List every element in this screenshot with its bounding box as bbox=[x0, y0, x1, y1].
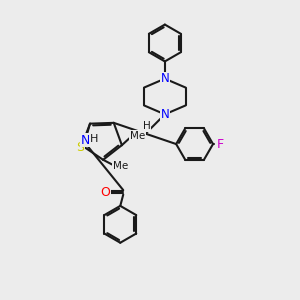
Text: S: S bbox=[76, 142, 84, 154]
Text: H: H bbox=[143, 121, 151, 131]
Text: Me: Me bbox=[130, 131, 145, 141]
Text: H: H bbox=[90, 134, 98, 143]
Text: F: F bbox=[217, 138, 224, 151]
Text: N: N bbox=[160, 72, 169, 85]
Text: N: N bbox=[81, 134, 90, 146]
Text: N: N bbox=[160, 108, 169, 121]
Text: Me: Me bbox=[113, 161, 128, 171]
Text: O: O bbox=[100, 186, 110, 199]
